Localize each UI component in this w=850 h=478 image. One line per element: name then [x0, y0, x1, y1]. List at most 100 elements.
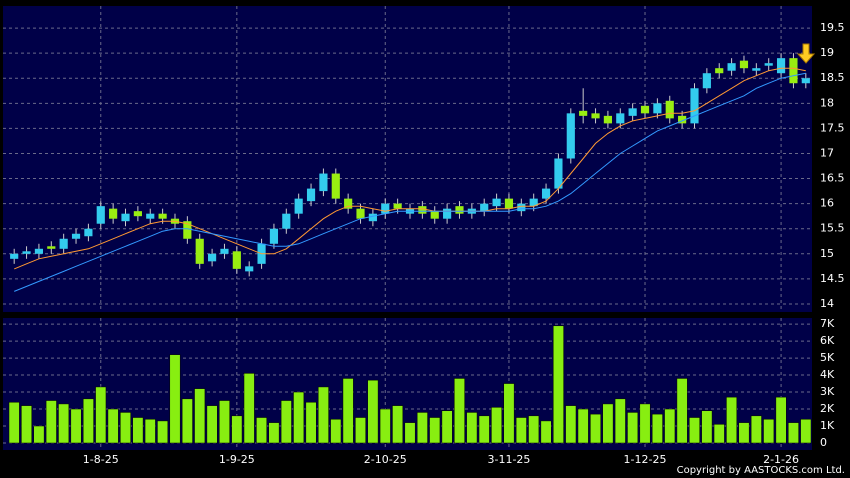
- volume-bar: [491, 407, 503, 444]
- candle-body: [529, 198, 538, 207]
- candle-body: [764, 63, 773, 66]
- x-tick-label: 2-1-26: [763, 453, 799, 466]
- x-tick-label: 1-12-25: [624, 453, 667, 466]
- volume-bar: [540, 420, 552, 444]
- volume-bar: [82, 398, 94, 444]
- volume-bar: [305, 401, 317, 444]
- candle-body: [752, 68, 761, 71]
- candle-body: [541, 188, 551, 199]
- volume-bar: [70, 408, 82, 444]
- candle-body: [480, 203, 489, 212]
- candle-body: [319, 173, 328, 192]
- candle-body: [776, 58, 786, 74]
- latest-arrow: [796, 43, 816, 64]
- volume-bar: [689, 417, 700, 444]
- y-tick-label: 16.5: [820, 172, 845, 185]
- y-tick-label: 2K: [820, 402, 835, 415]
- volume-bar: [676, 378, 688, 444]
- candle-body: [220, 248, 229, 254]
- volume-bar: [800, 418, 812, 444]
- volume-bar: [639, 403, 651, 444]
- volume-bar: [95, 386, 107, 444]
- candle-body: [616, 113, 625, 124]
- volume-bar: [503, 383, 515, 444]
- candle-body: [715, 68, 724, 74]
- volume-bar: [528, 415, 540, 444]
- volume-bar: [58, 403, 70, 444]
- volume-bar: [763, 418, 775, 444]
- volume-bar: [738, 422, 750, 444]
- candle-body: [591, 113, 600, 119]
- candle-body: [34, 248, 44, 254]
- candle-body: [121, 213, 130, 222]
- candle-body: [158, 213, 167, 219]
- volume-bar: [8, 401, 20, 444]
- volume-bar: [268, 422, 280, 444]
- candle-body: [109, 208, 118, 219]
- volume-bar: [157, 420, 169, 444]
- candle-body: [306, 188, 316, 202]
- candle-body: [678, 115, 687, 124]
- candle-body: [455, 206, 464, 214]
- candle-body: [492, 198, 501, 207]
- x-tick-label: 2-10-25: [364, 453, 407, 466]
- volume-bar: [330, 418, 342, 444]
- candle-body: [356, 208, 365, 219]
- volume-bar: [107, 408, 119, 444]
- candle-body: [195, 238, 204, 264]
- candle-body: [331, 173, 340, 199]
- volume-bar: [169, 354, 181, 444]
- candle-body: [208, 253, 217, 262]
- volume-bar: [441, 410, 453, 444]
- volume-bar: [21, 405, 32, 444]
- volume-bar: [280, 400, 292, 444]
- candle-body: [269, 228, 279, 244]
- candle-body: [418, 206, 427, 214]
- volume-bar: [701, 410, 713, 444]
- candle-body: [146, 213, 155, 219]
- candle-body: [628, 108, 637, 116]
- volume-bar: [33, 425, 45, 444]
- y-tick-label: 19.5: [820, 21, 845, 34]
- volume-bar: [355, 417, 366, 444]
- y-tick-label: 17: [820, 146, 834, 159]
- price-panel: [3, 6, 812, 312]
- volume-bar: [726, 396, 738, 444]
- volume-bar: [552, 325, 564, 444]
- volume-bar: [515, 417, 527, 444]
- volume-bar: [392, 405, 404, 444]
- candle-body: [517, 203, 526, 212]
- volume-bar: [379, 408, 391, 444]
- candle-body: [47, 246, 56, 249]
- x-tick-label: 3-11-25: [487, 453, 530, 466]
- y-tick-label: 18: [820, 96, 834, 109]
- candle-body: [133, 211, 142, 217]
- y-tick-label: 14: [820, 297, 834, 310]
- candle-body: [245, 266, 254, 272]
- volume-bar: [243, 373, 255, 444]
- volume-bar: [404, 422, 416, 444]
- volume-bar: [602, 403, 614, 444]
- volume-bar: [144, 418, 156, 444]
- y-tick-label: 16: [820, 197, 834, 210]
- volume-bar: [317, 386, 329, 444]
- candle-body: [232, 251, 241, 269]
- volume-bar: [454, 378, 465, 444]
- y-tick-label: 18.5: [820, 71, 845, 84]
- candle-body: [789, 58, 798, 84]
- volume-bar: [194, 388, 206, 444]
- candle-body: [10, 253, 19, 259]
- candle-body: [183, 221, 192, 239]
- x-tick-label: 1-9-25: [219, 453, 255, 466]
- volume-bar: [651, 413, 663, 444]
- moving-average-line: [14, 72, 806, 292]
- volume-bar: [577, 408, 589, 444]
- candle-body: [702, 73, 711, 89]
- candle-body: [393, 203, 402, 209]
- volume-bar: [342, 378, 354, 444]
- candle-body: [282, 213, 291, 229]
- volume-bar: [614, 398, 626, 444]
- candle-body: [59, 238, 68, 249]
- candle-body: [739, 60, 749, 69]
